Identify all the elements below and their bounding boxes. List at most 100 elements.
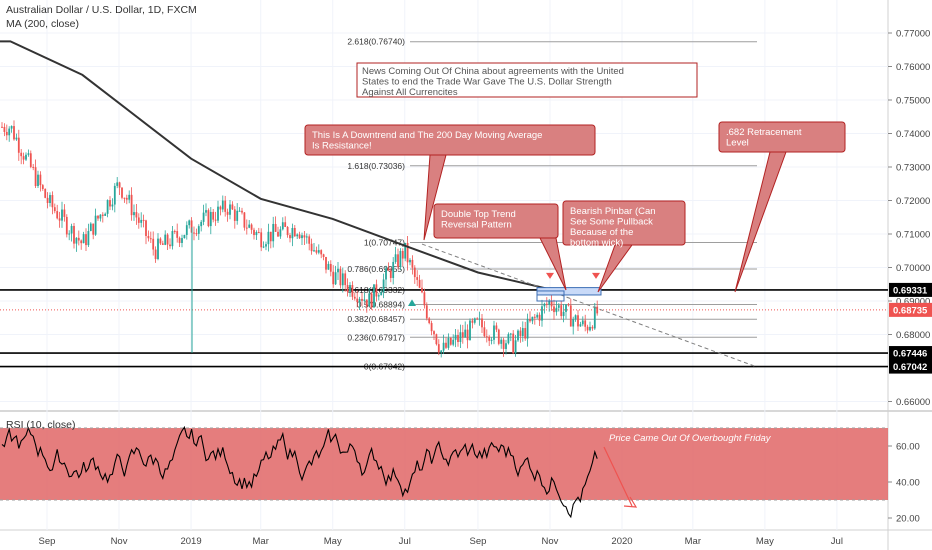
candle-body [526,318,529,339]
fib-level-label: 0.236(0.67917) [347,332,405,342]
descending-trendline[interactable] [421,243,758,368]
candle-body [421,287,423,293]
candle-body [380,292,383,296]
candle-body [476,318,479,320]
candle-body [404,242,407,259]
candle-body [356,298,359,303]
price-tick-label: 0.68000 [896,330,930,341]
candle-body [262,246,265,248]
candle-body [521,328,524,336]
candle-body [413,267,416,278]
candle-body [226,211,229,215]
candle-body [449,337,452,345]
candle-body [142,219,145,221]
fib-level-label: 0.382(0.68457) [347,314,405,324]
candle-body [481,318,483,328]
callout-text: .682 Retracement Level [726,127,802,149]
axes: 0.77000 0.76000 0.75000 0.74000 0.73000 0.720… [39,29,932,547]
candle-body [433,331,435,335]
candle-body [159,238,162,244]
candle-body [128,194,131,200]
candle-body [34,167,37,186]
candle-body [63,209,66,217]
candle-body [181,238,183,243]
news-line: News Coming Out Of China about agreement… [362,66,624,77]
candle-body [308,236,311,244]
candle-body [17,137,20,153]
candle-body [500,339,503,344]
candle-body [8,128,11,136]
candle-body [334,272,337,285]
candle-body [301,235,303,239]
candle-body [512,333,515,354]
callout-line: This Is A Downtrend and The 200 Day Movi… [312,130,542,141]
trendline[interactable] [408,243,758,368]
candle-body [320,250,323,255]
candle-body [106,200,109,214]
price-badge-label: 0.67042 [893,362,927,373]
double-top-callout[interactable]: Double Top Trend Reversal Pattern [433,203,567,291]
candle-body [37,174,39,186]
candle-body [265,244,267,247]
candle-body [99,214,102,219]
candle-body [461,332,464,338]
callout-box [433,203,559,239]
candle-body [80,240,83,244]
candle-body [250,224,253,230]
news-callout[interactable]: News Coming Out Of China about agreement… [356,62,698,98]
candle-body [442,342,445,351]
candle-body [344,273,347,286]
down-arrow-icon [592,272,600,279]
candle-body [524,328,527,339]
candle-body [56,211,59,219]
candle-body [284,222,287,227]
candle-body [298,234,301,239]
candle-body [363,299,366,301]
candle-body [382,279,385,293]
callout-line: Reversal Pattern [441,220,512,231]
candle-body [200,221,203,227]
rsi-tick-label: 60.00 [896,442,920,453]
price-tick-label: 0.69000 [896,297,930,308]
candle-body [428,318,431,324]
candle-body [94,215,97,235]
candle-body [416,277,419,280]
candle-body [553,306,555,313]
candle-body [341,273,344,286]
rsi-label: RSI (10, close) [6,419,75,431]
candle-body [229,204,231,215]
candle-body [217,206,219,221]
candle-body [279,229,282,237]
candle-body [272,223,275,242]
candle-body [596,306,599,314]
candle-body [197,226,200,234]
candle-body [260,232,263,248]
callout-line: bottom wick) [570,238,623,249]
candle-body [92,223,95,235]
retracement-callout[interactable]: .682 Retracement Level [718,121,846,293]
candle-body [375,284,378,297]
candle-body [493,325,495,340]
candle-body [351,285,354,297]
candle-body [361,298,363,301]
candle-body [557,305,560,308]
double-top-box[interactable] [536,290,565,302]
candle-body [389,270,392,278]
candle-body [291,227,294,239]
price-badge [889,302,932,317]
pinbar-callout[interactable]: Bearish Pinbar (Can See Some Pullback Beca… [562,200,686,293]
candle-body [377,295,380,297]
callout-line: See Some Pullback [570,217,653,228]
candle-body [411,259,414,268]
callouts[interactable]: This Is A Downtrend and The 200 Day Movi… [304,62,846,508]
callout-line: .682 Retracement [726,127,802,138]
rsi-band [0,427,888,501]
candle-body [577,315,579,327]
candle-body [20,152,23,157]
candle-body [497,329,500,344]
callout-box [562,200,686,246]
candle-body [579,324,582,327]
downtrend-callout[interactable]: This Is A Downtrend and The 200 Day Movi… [304,124,596,241]
candle-body [385,268,387,280]
